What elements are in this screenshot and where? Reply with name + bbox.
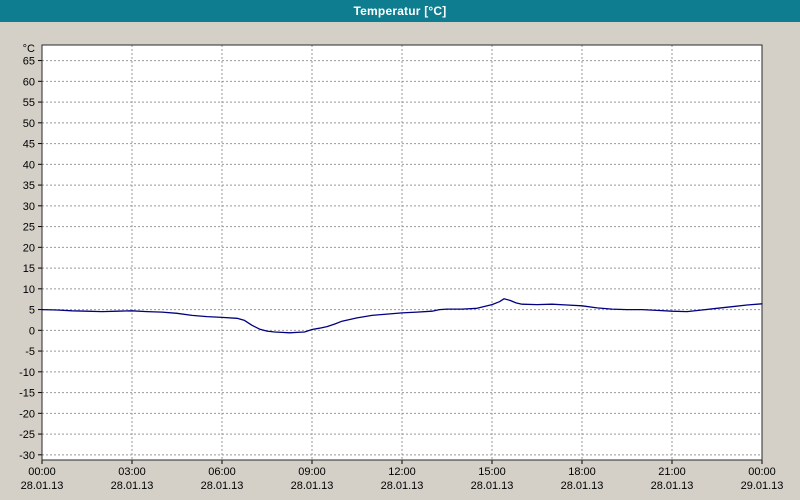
y-tick-label: 20 xyxy=(23,242,35,254)
y-tick-label: 25 xyxy=(23,222,35,234)
x-time-label: 15:00 xyxy=(478,466,506,478)
x-time-label: 12:00 xyxy=(388,466,416,478)
window-title: Temperatur [°C] xyxy=(353,4,447,18)
y-tick-label: 30 xyxy=(23,201,35,213)
x-time-label: 18:00 xyxy=(568,466,596,478)
temperature-chart: 65605550454035302520151050-5-10-15-20-25… xyxy=(19,43,784,492)
y-tick-label: 55 xyxy=(23,97,35,109)
x-time-label: 21:00 xyxy=(658,466,686,478)
y-tick-label: -25 xyxy=(19,429,35,441)
x-date-label: 28.01.13 xyxy=(111,480,154,492)
x-date-label: 28.01.13 xyxy=(381,480,424,492)
y-tick-label: -20 xyxy=(19,408,35,420)
x-time-label: 09:00 xyxy=(298,466,326,478)
x-date-label: 29.01.13 xyxy=(741,480,784,492)
x-date-label: 28.01.13 xyxy=(21,480,64,492)
x-date-label: 28.01.13 xyxy=(201,480,244,492)
y-tick-label: 40 xyxy=(23,159,35,171)
y-tick-label: -30 xyxy=(19,450,35,462)
x-time-label: 00:00 xyxy=(748,466,776,478)
y-tick-label: 10 xyxy=(23,284,35,296)
y-tick-label: 45 xyxy=(23,139,35,151)
window-titlebar: Temperatur [°C] xyxy=(0,0,800,22)
series-line-temperatur xyxy=(41,298,763,334)
y-tick-label: 0 xyxy=(29,325,35,337)
y-tick-label: 60 xyxy=(23,76,35,88)
y-tick-label: 65 xyxy=(23,56,35,68)
y-tick-label: 15 xyxy=(23,263,35,275)
x-date-label: 28.01.13 xyxy=(291,480,334,492)
y-tick-label: 35 xyxy=(23,180,35,192)
x-date-label: 28.01.13 xyxy=(651,480,694,492)
x-time-label: 00:00 xyxy=(28,466,56,478)
x-date-label: 28.01.13 xyxy=(561,480,604,492)
y-tick-label: -15 xyxy=(19,388,35,400)
x-date-label: 28.01.13 xyxy=(471,480,514,492)
y-tick-label: 5 xyxy=(29,305,35,317)
plot-border xyxy=(41,44,763,461)
x-time-label: 03:00 xyxy=(118,466,146,478)
y-tick-label: -5 xyxy=(25,346,35,358)
x-time-label: 06:00 xyxy=(208,466,236,478)
y-tick-label: 50 xyxy=(23,118,35,130)
y-axis-unit-label: °C xyxy=(23,43,35,55)
y-tick-label: -10 xyxy=(19,367,35,379)
chart-container: 65 60 55 50 45 40 35 30 25 20 15 10 5 0 -5 -10 -15 -20 -25… xyxy=(0,22,800,500)
